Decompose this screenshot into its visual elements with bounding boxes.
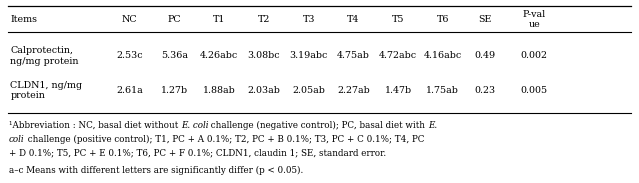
Text: 5.36a: 5.36a — [161, 51, 188, 60]
Text: T6: T6 — [436, 15, 449, 24]
Text: T2: T2 — [258, 15, 270, 24]
Text: E.: E. — [428, 121, 437, 130]
Text: 0.49: 0.49 — [474, 51, 496, 60]
Text: 2.53c: 2.53c — [116, 51, 143, 60]
Text: 1.47b: 1.47b — [385, 86, 412, 95]
Text: challenge (negative control); PC, basal diet with: challenge (negative control); PC, basal … — [208, 121, 428, 130]
Text: 3.19abc: 3.19abc — [289, 51, 328, 60]
Text: 4.72abc: 4.72abc — [379, 51, 417, 60]
Text: 2.61a: 2.61a — [116, 86, 143, 95]
Text: a–c Means with different letters are significantly differ (p < 0.05).: a–c Means with different letters are sig… — [9, 166, 303, 175]
Text: Items: Items — [10, 15, 37, 24]
Text: PC: PC — [167, 15, 181, 24]
Text: 1.27b: 1.27b — [161, 86, 188, 95]
Text: P-val
ue: P-val ue — [523, 10, 546, 29]
Text: 4.16abc: 4.16abc — [424, 51, 462, 60]
Text: 0.23: 0.23 — [474, 86, 496, 95]
Text: 2.27ab: 2.27ab — [337, 86, 370, 95]
Text: 0.005: 0.005 — [521, 86, 548, 95]
Text: T4: T4 — [347, 15, 360, 24]
Text: 2.05ab: 2.05ab — [292, 86, 325, 95]
Text: T3: T3 — [302, 15, 315, 24]
Text: ¹Abbreviation : NC, basal diet without: ¹Abbreviation : NC, basal diet without — [9, 121, 181, 130]
Text: SE: SE — [479, 15, 491, 24]
Text: challenge (positive control); T1, PC + A 0.1%; T2, PC + B 0.1%; T3, PC + C 0.1%;: challenge (positive control); T1, PC + A… — [24, 135, 424, 144]
Text: + D 0.1%; T5, PC + E 0.1%; T6, PC + F 0.1%; CLDN1, claudin 1; SE, standard error: + D 0.1%; T5, PC + E 0.1%; T6, PC + F 0.… — [9, 148, 386, 157]
Text: NC: NC — [122, 15, 137, 24]
Text: 2.03ab: 2.03ab — [247, 86, 281, 95]
Text: 1.75ab: 1.75ab — [426, 86, 459, 95]
Text: 4.75ab: 4.75ab — [337, 51, 370, 60]
Text: Calprotectin,
ng/mg protein: Calprotectin, ng/mg protein — [10, 46, 79, 66]
Text: 1.88ab: 1.88ab — [203, 86, 236, 95]
Text: 3.08bc: 3.08bc — [247, 51, 281, 60]
Text: coli: coli — [9, 135, 24, 143]
Text: E. coli: E. coli — [181, 121, 208, 130]
Text: T5: T5 — [392, 15, 404, 24]
Text: 0.002: 0.002 — [521, 51, 548, 60]
Text: T1: T1 — [213, 15, 226, 24]
Text: CLDN1, ng/mg
protein: CLDN1, ng/mg protein — [10, 81, 82, 100]
Text: 4.26abc: 4.26abc — [200, 51, 238, 60]
